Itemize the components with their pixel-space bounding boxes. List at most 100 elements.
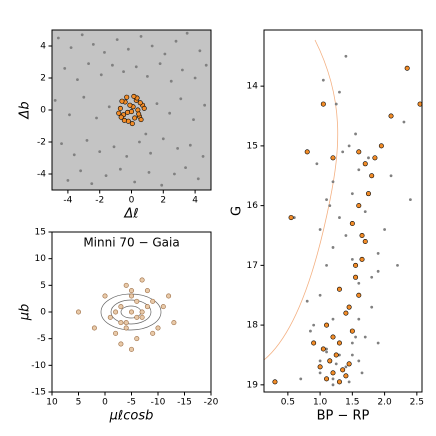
point <box>363 335 367 339</box>
point <box>125 109 131 115</box>
y-tick-label: 14 <box>247 82 259 92</box>
point <box>331 377 335 381</box>
point <box>357 317 361 321</box>
point <box>139 35 143 38</box>
point <box>82 95 86 99</box>
x-tick-label: -15 <box>177 398 192 408</box>
point <box>288 215 294 221</box>
point <box>331 246 335 249</box>
point <box>56 36 60 40</box>
y-tick-label: 19 <box>247 380 259 390</box>
point <box>80 33 84 37</box>
point <box>338 353 341 357</box>
point <box>367 156 370 160</box>
point <box>171 320 177 326</box>
point <box>76 309 82 315</box>
point <box>173 172 176 176</box>
point <box>359 256 365 262</box>
point <box>353 274 359 280</box>
y-tick-label: 5 <box>40 281 46 291</box>
point <box>133 180 137 184</box>
point <box>370 275 374 279</box>
point <box>134 65 138 69</box>
point <box>320 346 326 352</box>
point <box>146 75 149 78</box>
contour <box>110 299 152 325</box>
point <box>344 54 348 58</box>
point <box>356 203 362 209</box>
point <box>365 191 371 197</box>
y-tick-label: 0 <box>40 106 46 116</box>
point <box>193 76 197 80</box>
point <box>338 216 341 219</box>
point <box>125 118 131 124</box>
point <box>185 31 189 35</box>
point <box>336 379 342 385</box>
y-tick-label: 18 <box>247 321 259 331</box>
y-tick-label: 4 <box>40 42 46 52</box>
point <box>138 140 141 144</box>
point <box>357 359 361 363</box>
point <box>362 238 368 244</box>
point <box>343 310 349 316</box>
point <box>315 162 319 166</box>
point <box>376 269 380 273</box>
point <box>118 114 124 120</box>
y-tick-label: 17 <box>247 261 258 271</box>
point <box>166 293 172 299</box>
point <box>137 100 143 106</box>
x-axis-label: BP − RP <box>317 409 370 424</box>
point <box>132 115 138 121</box>
point <box>330 334 336 340</box>
y-tick-label: -2 <box>37 138 46 148</box>
point <box>204 63 208 67</box>
point <box>350 341 354 345</box>
point <box>91 325 97 331</box>
point <box>127 102 133 108</box>
point <box>121 117 127 123</box>
point <box>155 325 161 331</box>
point <box>134 314 140 320</box>
point <box>87 62 90 65</box>
point <box>396 263 399 267</box>
x-tick-label: -10 <box>151 398 166 408</box>
y-tick-label: -4 <box>37 170 46 180</box>
point <box>356 149 362 155</box>
point <box>347 380 351 384</box>
point <box>321 78 325 82</box>
point <box>349 221 355 227</box>
point <box>118 320 124 326</box>
point <box>117 105 123 111</box>
point <box>353 262 359 268</box>
point <box>389 174 393 178</box>
y-tick-label: 10 <box>35 254 47 264</box>
point <box>201 155 205 158</box>
point <box>363 210 367 213</box>
point <box>378 143 384 149</box>
x-tick-label: 0 <box>102 398 108 408</box>
point <box>129 346 135 352</box>
point <box>198 49 202 53</box>
point <box>118 341 124 347</box>
point <box>104 174 108 178</box>
point <box>102 293 108 299</box>
point <box>138 117 144 123</box>
point <box>103 51 106 54</box>
point <box>330 155 336 161</box>
point <box>334 102 338 106</box>
point <box>158 62 162 65</box>
y-tick-label: -10 <box>31 361 46 371</box>
point <box>90 182 94 186</box>
point <box>136 111 142 117</box>
y-tick-label: -15 <box>31 388 46 398</box>
point <box>341 150 345 154</box>
point <box>168 111 172 115</box>
point <box>357 281 361 285</box>
point <box>163 52 167 56</box>
point <box>113 330 119 336</box>
y-tick-label: 2 <box>40 74 46 84</box>
point <box>123 320 129 326</box>
point <box>344 365 348 369</box>
x-tick-label: 10 <box>46 398 58 408</box>
point <box>346 304 352 310</box>
